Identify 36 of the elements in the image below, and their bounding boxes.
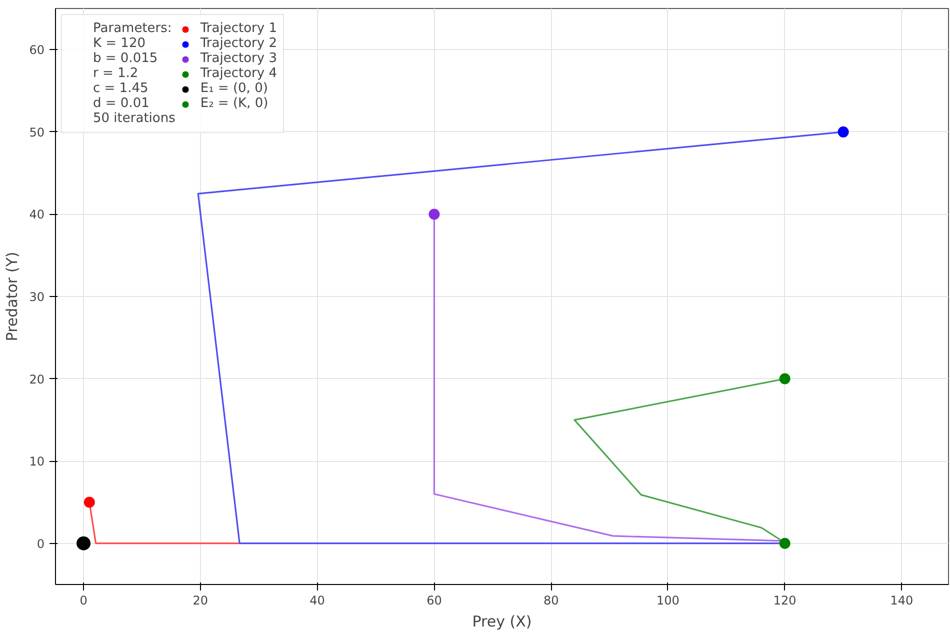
x-tick-label: 140 [890,594,914,608]
legend-label: Trajectory 1 [200,21,277,36]
legend-label: Trajectory 2 [200,36,277,51]
x-tick-label: 100 [656,594,680,608]
x-axis-title: Prey (X) [472,612,532,630]
legend-label: E₂ = (K, 0) [200,96,268,111]
annotation: b = 0.015 [93,51,158,66]
point [779,538,790,549]
y-axis-title: Predator (Y) [3,252,22,342]
annotation: d = 0.01 [93,96,150,111]
annotation: K = 120 [93,36,146,51]
point [84,496,95,508]
y-tick-label: 50 [29,125,45,140]
annotation: 50 iterations [93,111,176,126]
y-tick-label: 30 [29,290,45,304]
point [838,126,849,138]
y-tick-label: 40 [29,208,45,222]
legend-title: Parameters: [93,21,172,36]
point [428,208,440,220]
y-tick-label: 20 [29,372,45,386]
y-tick-label: 10 [29,454,45,469]
y-tick-label: 60 [29,43,45,58]
x-tick-label: 80 [543,594,559,608]
legend-label: E₁ = (0, 0) [200,81,268,96]
x-tick-label: 20 [192,594,208,608]
point [76,536,91,550]
legend-label: Trajectory 3 [200,51,277,66]
point [779,373,790,384]
annotation: r = 1.2 [93,66,138,81]
x-tick-label: 120 [773,594,796,608]
x-tick-label: 60 [426,594,442,608]
x-tick-label: 40 [310,594,325,608]
legend-label: Trajectory 4 [200,66,277,81]
y-tick-label: 0 [36,536,45,551]
annotation: c = 1.45 [93,81,148,96]
x-tick-label: 0 [80,594,88,608]
